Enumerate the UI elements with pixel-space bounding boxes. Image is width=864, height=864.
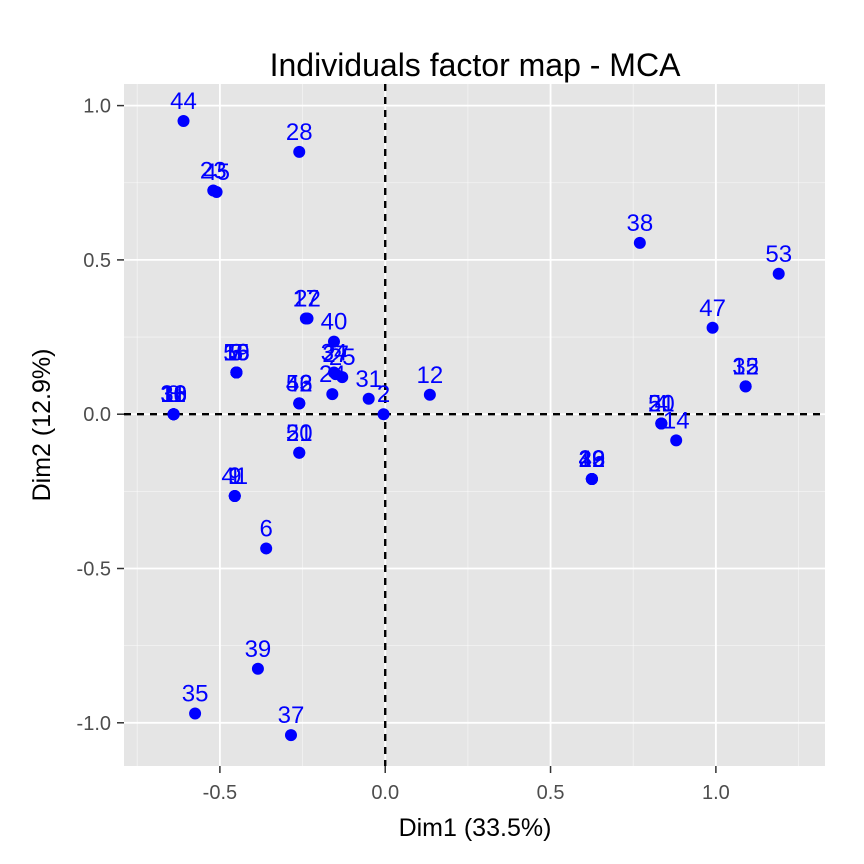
point-label-43: 43 <box>286 370 313 397</box>
point-label-7: 7 <box>230 340 243 367</box>
reference-lines <box>124 84 825 766</box>
data-point-28 <box>293 145 306 158</box>
y-axis-title: Dim2 (12.9%) <box>28 349 56 502</box>
data-point-50 <box>293 446 306 459</box>
x-tick-label: 0.5 <box>537 782 565 804</box>
data-point-24 <box>326 388 339 401</box>
point-label-49: 49 <box>579 446 606 473</box>
data-points <box>167 115 785 742</box>
data-point-35 <box>189 707 202 720</box>
x-tick-label: 1.0 <box>702 782 730 804</box>
point-label-33: 33 <box>579 446 606 473</box>
point-label-21: 21 <box>286 420 313 447</box>
point-label-32: 32 <box>732 353 759 380</box>
point-label-36: 36 <box>160 381 187 408</box>
data-point-25 <box>336 371 349 384</box>
point-label-12: 12 <box>417 362 444 389</box>
point-label-6: 6 <box>260 515 273 542</box>
point-label-16: 16 <box>223 340 250 367</box>
data-point-44 <box>177 115 190 128</box>
point-label-42: 42 <box>579 446 606 473</box>
point-label-1: 1 <box>228 463 241 490</box>
data-point-14 <box>670 434 683 447</box>
data-point-42 <box>585 473 598 486</box>
plot-panel <box>124 84 825 766</box>
point-label-22: 22 <box>294 286 321 313</box>
point-label-25: 25 <box>329 344 356 371</box>
point-label-47: 47 <box>699 295 726 322</box>
point-label-39: 39 <box>245 636 272 663</box>
data-point-47 <box>706 321 719 334</box>
point-label-46: 46 <box>286 370 313 397</box>
point-label-28: 28 <box>286 119 313 146</box>
point-label-41: 41 <box>221 463 248 490</box>
axes: -0.5 0.0 0.5 1.0 -1.0 -0.5 0.0 0.5 1.0 <box>77 96 730 804</box>
y-tick-label: 1.0 <box>83 96 111 118</box>
y-tick-label: 0.0 <box>83 404 111 426</box>
data-point-46 <box>293 397 306 410</box>
data-point-40 <box>327 335 340 348</box>
point-label-11: 11 <box>161 381 186 408</box>
data-point-9 <box>228 489 241 502</box>
data-point-6 <box>260 542 273 555</box>
point-label-3: 3 <box>230 340 243 367</box>
point-label-34: 34 <box>321 340 348 367</box>
point-label-19: 19 <box>223 340 250 367</box>
point-label-53: 53 <box>765 241 792 268</box>
data-point-37 <box>284 729 297 742</box>
grid-lines <box>124 84 825 766</box>
point-label-23: 23 <box>200 157 227 184</box>
data-point-12 <box>423 388 436 401</box>
point-label-8: 8 <box>167 381 180 408</box>
data-point-22 <box>301 312 314 325</box>
point-label-18: 18 <box>160 381 187 408</box>
data-point-39 <box>251 662 264 675</box>
point-label-4: 4 <box>655 390 668 417</box>
point-label-24: 24 <box>319 361 346 388</box>
x-tick-label: 0.0 <box>371 782 399 804</box>
point-label-15: 15 <box>732 353 759 380</box>
point-label-55: 55 <box>223 340 250 367</box>
y-tick-label: 0.5 <box>83 250 111 272</box>
point-label-26: 26 <box>579 446 606 473</box>
data-point-11 <box>167 408 180 421</box>
point-label-13: 13 <box>579 446 606 473</box>
point-label-38: 38 <box>626 210 653 237</box>
y-tick-label: -0.5 <box>77 558 111 580</box>
data-point-16 <box>230 366 243 379</box>
point-label-2: 2 <box>377 381 390 408</box>
point-label-51: 51 <box>648 390 675 417</box>
point-label-35: 35 <box>182 681 209 708</box>
point-label-14: 14 <box>663 407 690 434</box>
data-point-38 <box>633 236 646 249</box>
data-point-45 <box>210 186 223 199</box>
point-label-40: 40 <box>321 309 348 336</box>
point-label-29: 29 <box>579 446 606 473</box>
point-label-31: 31 <box>355 366 382 393</box>
point-label-30: 30 <box>160 381 187 408</box>
chart-title: Individuals factor map - MCA <box>270 47 681 83</box>
point-label-9: 9 <box>228 463 241 490</box>
x-axis-title: Dim1 (33.5%) <box>399 814 552 842</box>
data-point-2 <box>377 408 390 421</box>
point-label-44: 44 <box>170 88 197 115</box>
data-point-20 <box>655 417 668 430</box>
data-point-32 <box>739 380 752 393</box>
point-label-17: 17 <box>293 286 320 313</box>
x-tick-label: -0.5 <box>203 782 237 804</box>
point-label-52: 52 <box>286 370 313 397</box>
point-label-27: 27 <box>322 341 349 368</box>
point-label-20: 20 <box>648 390 675 417</box>
data-point-53 <box>772 267 785 280</box>
point-label-5: 5 <box>230 340 243 367</box>
point-label-45: 45 <box>203 159 230 186</box>
y-tick-label: -1.0 <box>77 713 111 735</box>
point-label-50: 50 <box>286 420 313 447</box>
point-label-37: 37 <box>278 702 305 729</box>
data-point-31 <box>362 392 375 405</box>
point-label-10: 10 <box>160 381 187 408</box>
